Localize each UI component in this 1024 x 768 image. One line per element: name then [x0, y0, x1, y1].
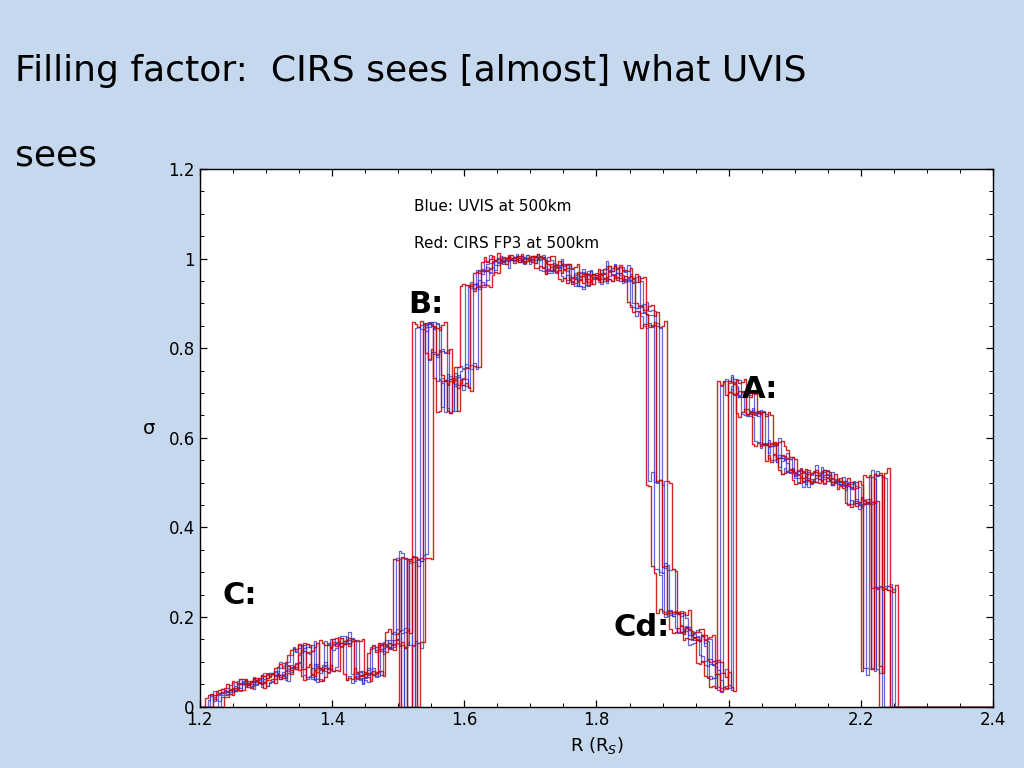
- X-axis label: R (R$_S$): R (R$_S$): [569, 735, 624, 756]
- Y-axis label: σ: σ: [142, 419, 155, 438]
- Text: Red: CIRS FP3 at 500km: Red: CIRS FP3 at 500km: [414, 237, 599, 251]
- Text: B:: B:: [408, 290, 443, 319]
- Text: Blue: UVIS at 500km: Blue: UVIS at 500km: [414, 199, 571, 214]
- Text: Filling factor:  CIRS sees [almost] what UVIS: Filling factor: CIRS sees [almost] what …: [15, 54, 807, 88]
- Text: sees: sees: [15, 138, 97, 172]
- Text: Cd:: Cd:: [613, 613, 670, 641]
- Text: C:: C:: [223, 581, 257, 611]
- Text: A:: A:: [742, 375, 778, 404]
